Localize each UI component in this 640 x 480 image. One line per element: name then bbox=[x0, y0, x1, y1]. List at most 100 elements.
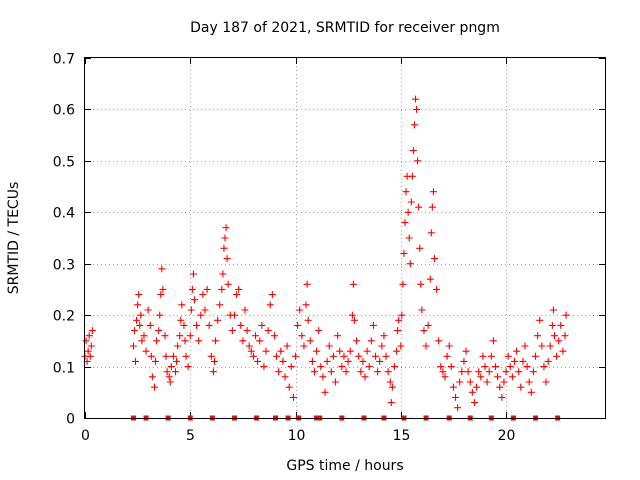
data-point bbox=[550, 332, 558, 340]
data-point bbox=[329, 352, 337, 360]
y-tick-label: 0.3 bbox=[53, 258, 75, 274]
data-point bbox=[386, 378, 394, 386]
y-tick-label: 0.4 bbox=[53, 206, 75, 222]
data-point bbox=[527, 388, 535, 396]
data-point bbox=[332, 378, 340, 386]
data-point bbox=[313, 347, 321, 355]
data-point bbox=[235, 285, 243, 293]
data-point bbox=[479, 352, 487, 360]
data-point bbox=[180, 321, 188, 329]
data-point bbox=[429, 188, 437, 196]
data-point bbox=[228, 327, 236, 335]
data-point bbox=[153, 337, 161, 345]
data-point bbox=[325, 342, 333, 350]
data-point bbox=[544, 357, 552, 365]
data-point bbox=[523, 363, 531, 371]
data-point bbox=[239, 337, 247, 345]
data-point bbox=[355, 352, 363, 360]
data-point bbox=[150, 383, 158, 391]
data-point bbox=[473, 383, 481, 391]
data-point bbox=[252, 332, 260, 340]
data-point bbox=[397, 342, 405, 350]
data-point bbox=[188, 285, 196, 293]
data-point bbox=[546, 342, 554, 350]
data-point bbox=[273, 352, 281, 360]
data-point bbox=[415, 203, 423, 211]
data-point bbox=[517, 383, 525, 391]
data-point bbox=[349, 280, 357, 288]
data-point bbox=[515, 368, 523, 376]
data-point bbox=[521, 342, 529, 350]
data-point bbox=[158, 265, 166, 273]
data-point bbox=[496, 383, 504, 391]
data-point bbox=[456, 378, 464, 386]
data-point bbox=[84, 347, 92, 355]
data-point bbox=[398, 311, 406, 319]
data-point bbox=[346, 347, 354, 355]
data-point bbox=[268, 291, 276, 299]
data-point bbox=[243, 327, 251, 335]
data-point bbox=[475, 368, 483, 376]
data-point bbox=[481, 363, 489, 371]
data-point bbox=[350, 316, 358, 324]
data-point bbox=[315, 327, 323, 335]
data-point bbox=[378, 342, 386, 350]
data-point bbox=[529, 368, 537, 376]
data-point bbox=[445, 342, 453, 350]
plot-frame bbox=[84, 57, 606, 419]
data-point bbox=[443, 352, 451, 360]
data-point bbox=[542, 378, 550, 386]
data-point bbox=[388, 383, 396, 391]
data-point bbox=[304, 316, 312, 324]
data-point bbox=[178, 301, 186, 309]
data-point bbox=[285, 383, 293, 391]
data-point bbox=[86, 352, 94, 360]
data-point bbox=[85, 332, 93, 340]
data-point bbox=[401, 219, 409, 227]
data-point bbox=[176, 332, 184, 340]
data-point bbox=[367, 337, 375, 345]
data-point bbox=[559, 347, 567, 355]
y-tick-label: 0.7 bbox=[53, 52, 75, 68]
data-point bbox=[430, 255, 438, 263]
data-point bbox=[189, 270, 197, 278]
data-point bbox=[500, 378, 508, 386]
data-point bbox=[207, 352, 215, 360]
data-point bbox=[310, 368, 318, 376]
data-point bbox=[162, 352, 170, 360]
data-point bbox=[197, 311, 205, 319]
data-point bbox=[298, 332, 306, 340]
data-point bbox=[157, 291, 165, 299]
data-point bbox=[439, 368, 447, 376]
data-point bbox=[353, 337, 361, 345]
data-point bbox=[249, 352, 257, 360]
data-point bbox=[270, 332, 278, 340]
data-point bbox=[134, 301, 142, 309]
data-point bbox=[266, 301, 274, 309]
data-point bbox=[363, 347, 371, 355]
data-point bbox=[376, 357, 384, 365]
data-point bbox=[221, 234, 229, 242]
data-point bbox=[218, 285, 226, 293]
data-point bbox=[489, 337, 497, 345]
x-tick-label: 20 bbox=[498, 428, 516, 444]
data-point bbox=[435, 337, 443, 345]
axis-ticks: 0 0.1 0.2 0.3 0.4 0.5 0.6 0.7 0 5 10 15 20 bbox=[53, 52, 605, 444]
data-point bbox=[209, 368, 217, 376]
data-point bbox=[557, 321, 565, 329]
data-point bbox=[138, 337, 146, 345]
data-point bbox=[256, 337, 264, 345]
data-point bbox=[219, 270, 227, 278]
data-point bbox=[412, 95, 420, 103]
data-point bbox=[130, 327, 138, 335]
data-point bbox=[342, 368, 350, 376]
data-point bbox=[258, 321, 266, 329]
data-point bbox=[405, 234, 413, 242]
data-point bbox=[142, 347, 150, 355]
data-point bbox=[502, 368, 510, 376]
data-point bbox=[137, 311, 145, 319]
data-point bbox=[241, 306, 249, 314]
data-point bbox=[485, 368, 493, 376]
data-point bbox=[462, 347, 470, 355]
